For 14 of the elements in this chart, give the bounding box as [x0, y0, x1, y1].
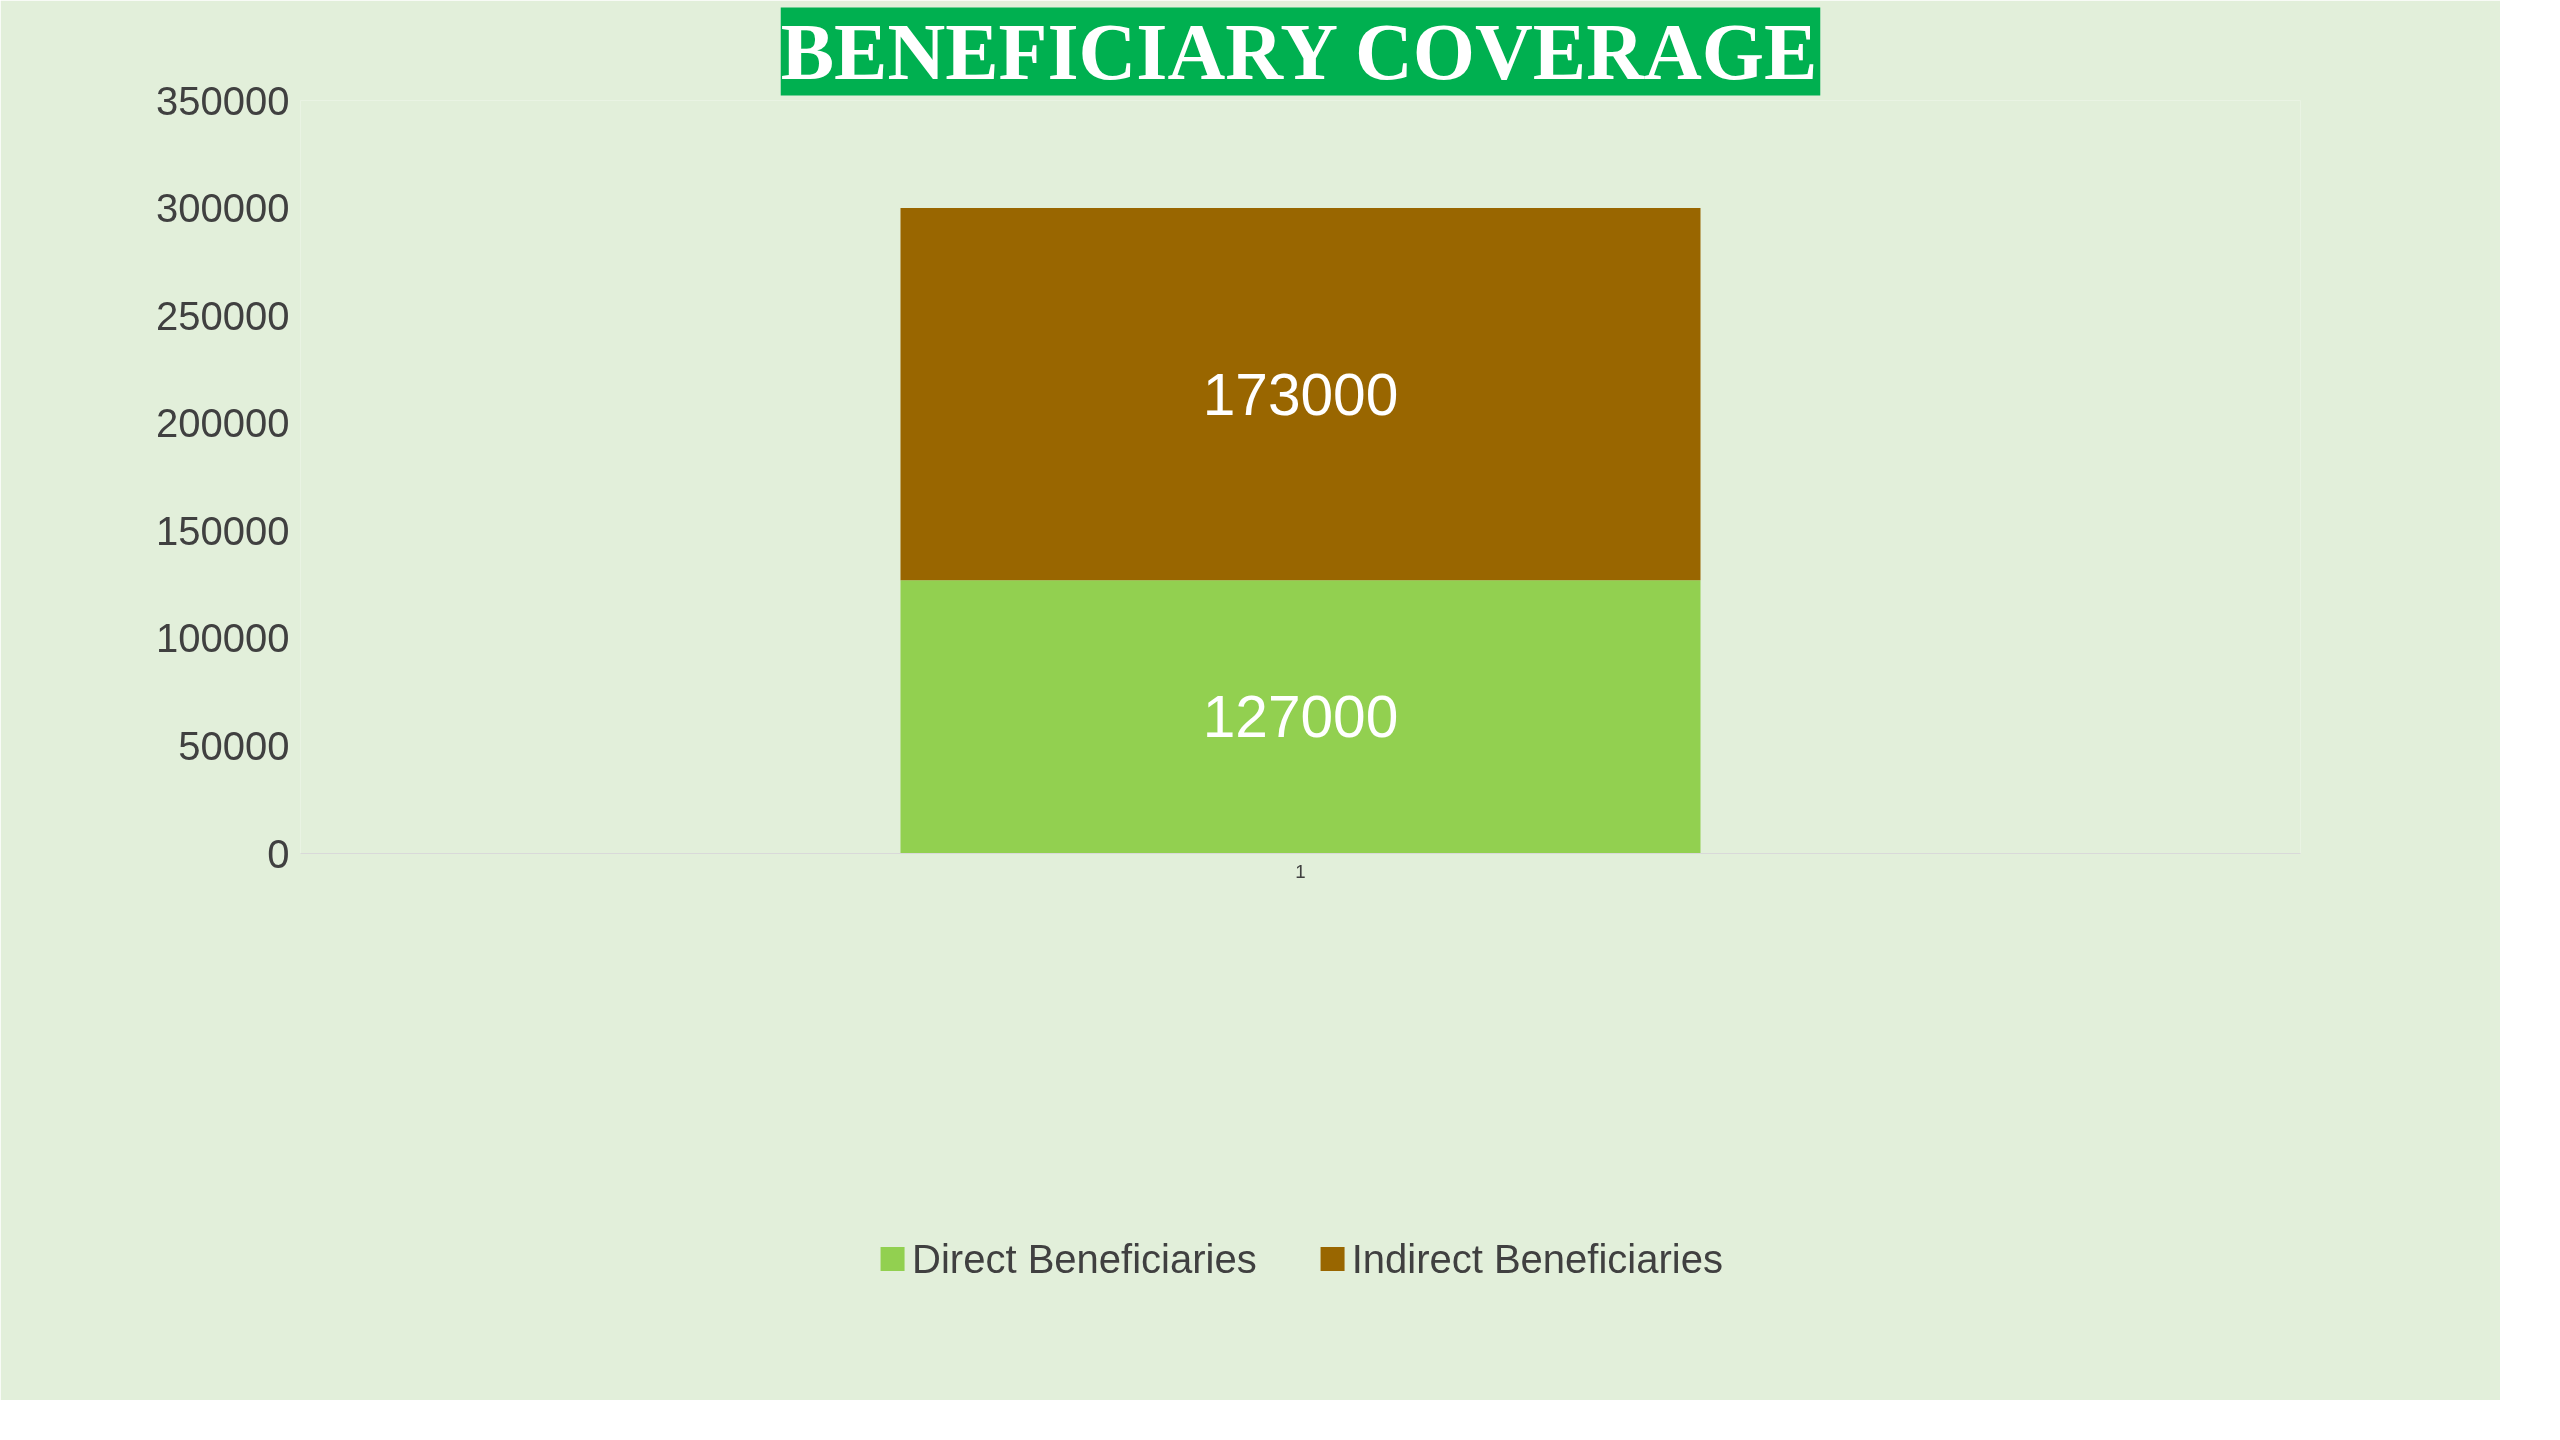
y-tick-label: 150000	[156, 508, 290, 553]
chart-title: BENEFICIARY COVERAGE	[780, 7, 1818, 96]
legend-label: Direct Beneficiaries	[912, 1236, 1257, 1282]
y-tick-label: 300000	[156, 186, 290, 231]
x-tick-label: 1	[1295, 860, 1306, 882]
y-tick-label: 50000	[178, 723, 290, 768]
data-label: 127000	[1202, 684, 1399, 750]
legend-label: Indirect Beneficiaries	[1351, 1236, 1723, 1282]
y-tick-label: 350000	[156, 78, 290, 123]
y-tick-label: 250000	[156, 293, 290, 338]
y-tick-label: 100000	[156, 616, 290, 661]
data-label: 173000	[1202, 361, 1399, 427]
y-tick-label: 0	[267, 831, 290, 876]
y-tick-label: 200000	[156, 401, 290, 446]
